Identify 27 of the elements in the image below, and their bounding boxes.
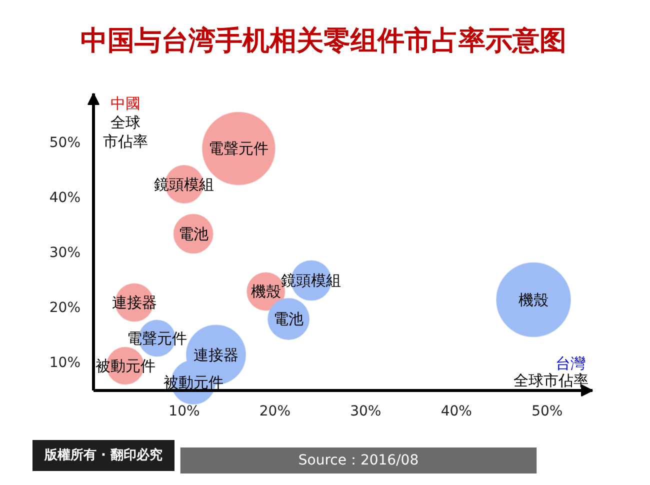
data-label: 連接器 (112, 294, 157, 312)
y-tick-label: 20% (49, 300, 81, 316)
data-label: 被動元件 (163, 373, 224, 392)
data-label: 電聲元件 (208, 140, 269, 158)
data-label: 連接器 (193, 346, 238, 364)
y-tick-label: 50% (49, 135, 81, 151)
x-tick-label: 20% (259, 404, 291, 420)
data-label: 電池 (274, 310, 304, 328)
data-label: 機殼 (518, 290, 549, 309)
text: 版權所有 · 翻印必究 (44, 447, 163, 463)
x-tick-label: 10% (168, 404, 200, 420)
y-tick-label: 40% (49, 190, 81, 206)
x-tick-label: 50% (532, 404, 563, 420)
chart-title: 中国与台湾手机相关零组件市占率示意图 (80, 26, 566, 56)
data-label: 機殼 (250, 282, 281, 300)
data-label: 鏡頭模組 (154, 175, 214, 194)
y-tick-label: 30% (49, 245, 81, 261)
x-axis-title: 台灣全球市佔率 (514, 354, 588, 390)
x-tick-label: 30% (350, 404, 382, 420)
data-label: 電池 (178, 224, 208, 243)
x-tick-label: 40% (440, 404, 472, 420)
data-label: 鏡頭模組 (281, 272, 342, 290)
y-axis-title: 中國全球市佔率 (103, 94, 148, 150)
data-label: 被動元件 (95, 356, 156, 375)
y-tick-label: 10% (49, 355, 81, 371)
data-label: 電聲元件 (127, 329, 188, 348)
source-note: Source：2016/08 (298, 452, 419, 468)
